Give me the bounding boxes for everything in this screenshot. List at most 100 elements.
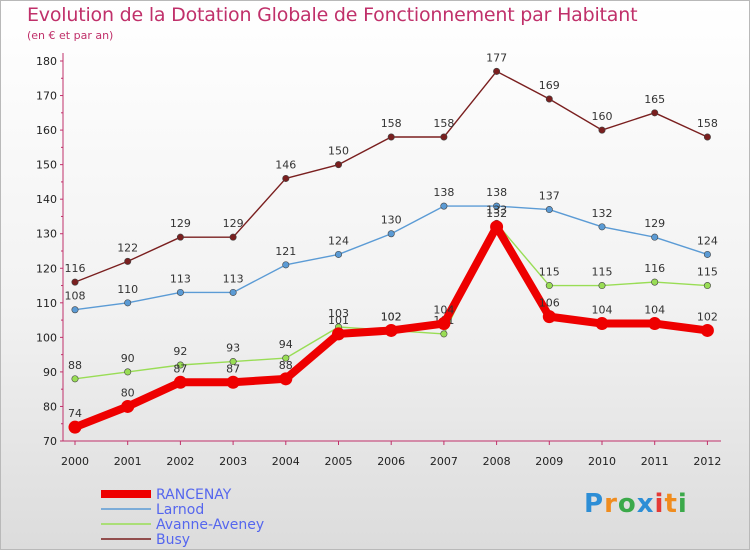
data-point [440,202,448,210]
data-point [71,278,79,286]
data-label: 108 [65,290,86,303]
data-point [229,358,237,366]
data-label: 93 [226,342,240,355]
data-label: 80 [121,386,135,399]
data-point [651,109,659,117]
data-label: 158 [433,117,454,130]
x-tick-label: 2008 [483,455,511,468]
logo-letter: t [664,489,678,519]
data-label: 138 [433,186,454,199]
data-label: 133 [486,203,507,216]
data-label: 104 [592,304,613,317]
data-label: 124 [697,234,718,247]
data-label: 115 [697,266,718,279]
data-label: 106 [539,297,560,310]
data-label: 88 [68,359,82,372]
data-point [545,95,553,103]
data-point [282,174,290,182]
proxiti-logo: Proxiti [584,489,688,519]
data-point [229,233,237,241]
data-label: 129 [644,217,665,230]
x-tick-label: 2000 [61,455,89,468]
data-point [387,230,395,238]
y-tick-label: 80 [43,400,57,413]
logo-letter: i [654,489,665,519]
data-point [71,375,79,383]
legend-label: Busy [156,532,190,548]
data-label: 74 [68,407,82,420]
data-label: 116 [65,262,86,275]
x-tick-label: 2011 [641,455,669,468]
data-label: 113 [223,272,244,285]
data-label: 130 [381,214,402,227]
data-point [229,288,237,296]
data-point [121,399,135,413]
data-point [124,368,132,376]
data-label: 158 [381,117,402,130]
x-tick-label: 2002 [166,455,194,468]
data-label: 103 [328,307,349,320]
data-point [542,310,556,324]
data-point [387,133,395,141]
data-point [173,375,187,389]
x-tick-label: 2004 [272,455,300,468]
data-label: 110 [117,283,138,296]
data-point [598,223,606,231]
data-label: 132 [592,207,613,220]
data-label: 92 [173,345,187,358]
data-label: 87 [173,362,187,375]
legend-label: Avanne-Aveney [156,517,264,533]
data-point [440,133,448,141]
x-tick-label: 2005 [325,455,353,468]
data-point [279,372,293,386]
data-point [226,375,240,389]
data-label: 160 [592,110,613,123]
data-label: 115 [539,266,560,279]
data-point [440,330,448,338]
data-label: 116 [644,262,665,275]
data-point [598,282,606,290]
y-tick-label: 90 [43,366,57,379]
chart-subtitle: (en € et par an) [27,29,114,42]
x-tick-label: 2007 [430,455,458,468]
data-point [334,250,342,258]
chart-title: Evolution de la Dotation Globale de Fonc… [27,4,638,26]
data-label: 88 [279,359,293,372]
data-point [545,282,553,290]
data-point [703,282,711,290]
data-point [545,206,553,214]
data-point [595,317,609,331]
data-label: 177 [486,51,507,64]
y-tick-label: 130 [36,228,57,241]
data-label: 129 [170,217,191,230]
data-point [651,278,659,286]
series-larnod: 108 110 113 113 121 124 130 138 138 137 132 129 124 [65,186,718,314]
logo-letter: r [604,489,618,519]
x-tick-label: 2003 [219,455,247,468]
data-label: 104 [433,304,454,317]
y-tick-label: 120 [36,262,57,275]
data-label: 124 [328,234,349,247]
logo-letter: P [584,489,605,519]
y-tick-label: 110 [36,297,57,310]
series-rancenay: 74 80 87 87 88 101 102 104 132 106 104 104 102 [68,207,718,434]
data-point [493,202,501,210]
y-tick-label: 160 [36,124,57,137]
data-label: 150 [328,145,349,158]
x-tick-label: 2001 [114,455,142,468]
logo-letter: i [677,489,688,519]
data-point [282,354,290,362]
data-label: 132 [486,207,507,220]
data-label: 169 [539,79,560,92]
data-point [490,220,504,234]
data-label: 87 [226,362,240,375]
data-point [332,327,345,341]
data-label: 165 [644,93,665,106]
data-label: 122 [117,241,138,254]
data-label: 102 [381,310,402,323]
data-label: 158 [697,117,718,130]
series-line [74,70,709,283]
y-tick-label: 70 [43,435,57,448]
